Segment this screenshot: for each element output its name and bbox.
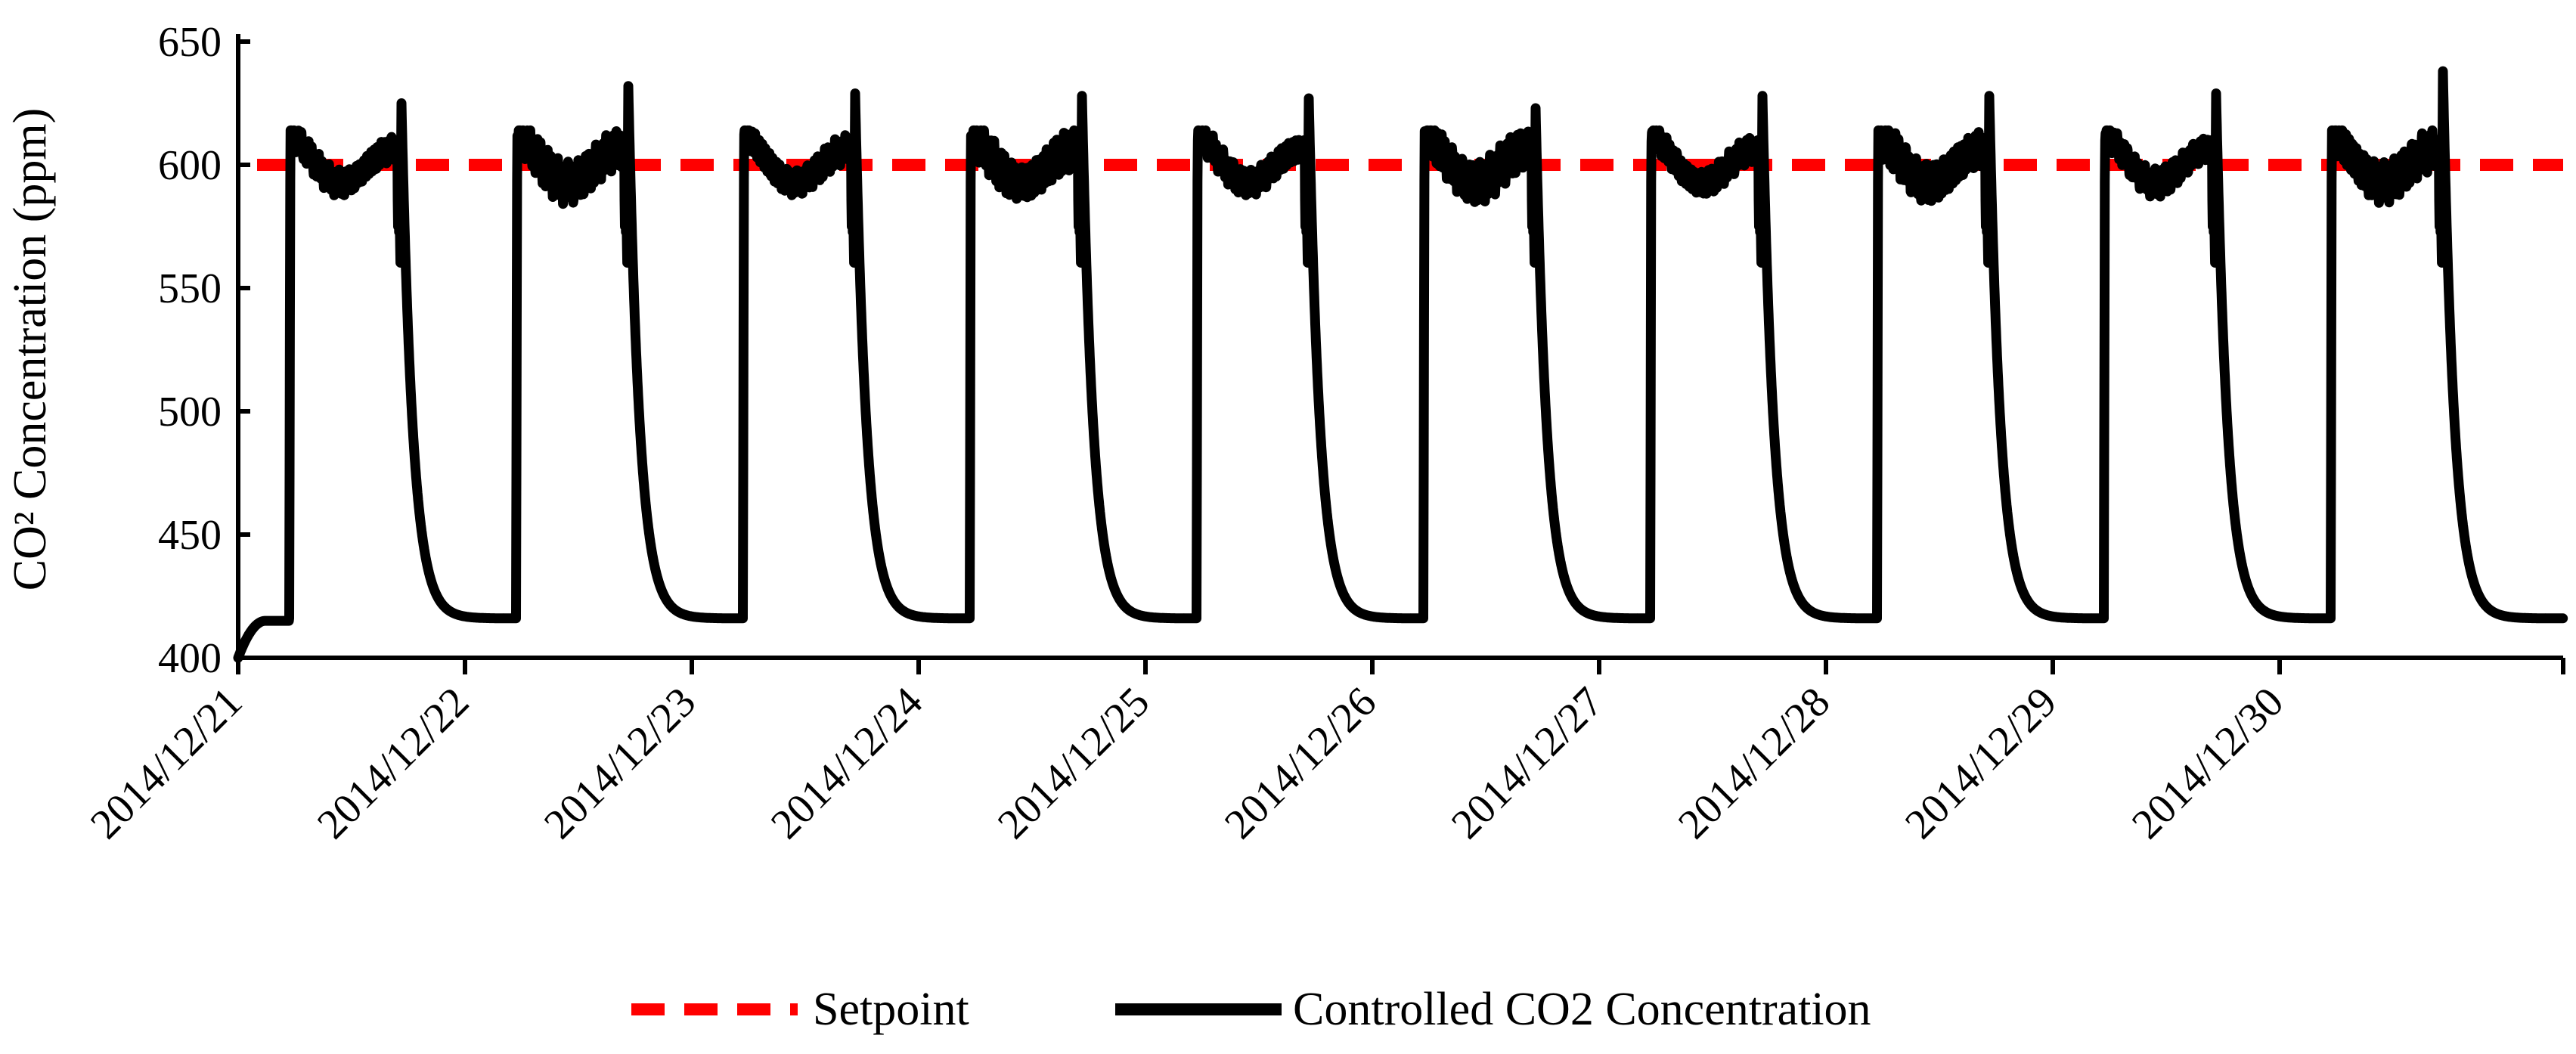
x-tick-label-6: 2014/12/27 (1443, 678, 1612, 848)
x-tick-label-5: 2014/12/26 (1216, 678, 1385, 848)
x-tick-label-1: 2014/12/22 (308, 678, 478, 848)
x-tick-label-9: 2014/12/30 (2123, 678, 2292, 848)
y-tick-label-650: 650 (158, 19, 222, 66)
x-tick-label-2: 2014/12/23 (535, 678, 705, 848)
legend-label-setpoint: Setpoint (813, 984, 969, 1035)
axes-layer (236, 34, 2565, 674)
y-tick-label-500: 500 (158, 389, 222, 436)
x-tick-label-8: 2014/12/29 (1896, 678, 2066, 848)
x-tick-label-4: 2014/12/25 (989, 678, 1158, 848)
controlled-co2-line (233, 66, 2568, 663)
x-tick-label-7: 2014/12/28 (1669, 678, 1839, 848)
y-axis-title: CO² Concentration (ppm) (5, 108, 56, 591)
legend: Setpoint Controlled CO2 Concentration (631, 984, 1871, 1035)
legend-label-controlled-co2: Controlled CO2 Concentration (1293, 984, 1871, 1035)
y-tick-label-600: 600 (158, 142, 222, 189)
y-tick-label-550: 550 (158, 265, 222, 312)
y-tick-label-450: 450 (158, 512, 222, 559)
x-tick-label-0: 2014/12/21 (82, 678, 251, 848)
data-series-layer (233, 66, 2568, 663)
x-tick-label-3: 2014/12/24 (762, 678, 932, 848)
y-tick-label-400: 400 (158, 635, 222, 682)
